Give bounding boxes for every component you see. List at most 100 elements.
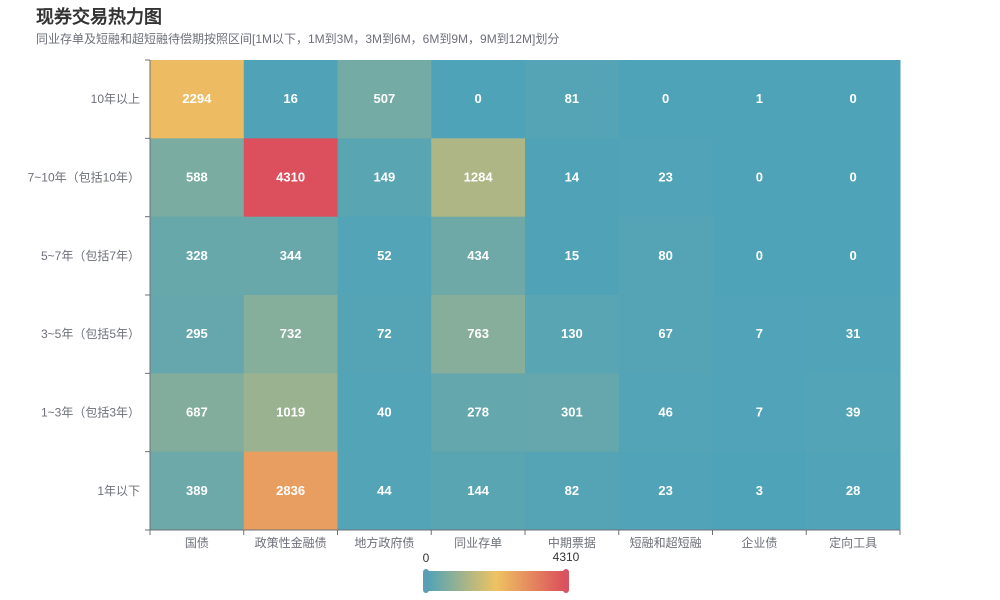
- heatmap-cell-label: 46: [658, 405, 672, 420]
- heatmap-cell-label: 0: [756, 248, 763, 263]
- heatmap-cell-label: 130: [561, 326, 583, 341]
- heatmap-cell[interactable]: [806, 216, 901, 296]
- heatmap-cell[interactable]: [525, 451, 620, 531]
- heatmap-cell[interactable]: [618, 60, 713, 139]
- visual-map-min-handle[interactable]: [423, 569, 429, 593]
- heatmap-cell-label: 344: [280, 248, 302, 263]
- heatmap-cell[interactable]: [806, 451, 901, 531]
- heatmap-cell-label: 0: [850, 91, 857, 106]
- heatmap-cell[interactable]: [431, 373, 526, 453]
- visual-map-gradient-bar: [427, 571, 565, 591]
- heatmap-cell[interactable]: [618, 451, 713, 531]
- heatmap-cell[interactable]: [337, 295, 432, 374]
- heatmap-cell[interactable]: [618, 295, 713, 374]
- heatmap-cell[interactable]: [150, 295, 245, 374]
- x-tick-label: 国债: [185, 536, 209, 550]
- x-tick-label: 同业存单: [454, 536, 502, 550]
- heatmap-cell[interactable]: [712, 216, 807, 296]
- heatmap-cell-label: 732: [280, 326, 302, 341]
- heatmap-cell-label: 588: [186, 170, 208, 185]
- visual-map-min-label: 0: [423, 551, 430, 565]
- x-tick-label: 企业债: [741, 535, 777, 550]
- y-tick-label: 5~7年（包括7年）: [41, 248, 140, 263]
- heatmap-cell[interactable]: [337, 138, 432, 218]
- heatmap-cell-label: 7: [756, 405, 763, 420]
- heatmap-cell-label: 763: [467, 326, 489, 341]
- heatmap-cell[interactable]: [431, 451, 526, 531]
- x-tick-label: 地方政府债: [354, 535, 414, 550]
- x-tick-label: 中期票据: [548, 535, 596, 550]
- heatmap-cell-label: 278: [467, 405, 489, 420]
- heatmap-cell-label: 1: [756, 91, 763, 106]
- y-tick-label: 10年以上: [91, 92, 140, 106]
- heatmap-cell-label: 44: [377, 483, 392, 498]
- x-tick-label: 政策性金融债: [255, 535, 327, 550]
- heatmap-cell[interactable]: [243, 216, 338, 296]
- heatmap-cell[interactable]: [712, 373, 807, 453]
- heatmap-cell-label: 31: [846, 326, 860, 341]
- visual-map-max-label: 4310: [553, 550, 580, 564]
- heatmap-cell-label: 28: [846, 483, 860, 498]
- heatmap-cell[interactable]: [431, 295, 526, 374]
- heatmap-cell[interactable]: [618, 138, 713, 218]
- heatmap-cell[interactable]: [525, 138, 620, 218]
- heatmap-cell-label: 2294: [182, 91, 212, 106]
- heatmap-cell-label: 23: [658, 483, 672, 498]
- heatmap-cell[interactable]: [618, 373, 713, 453]
- heatmap-cell[interactable]: [618, 216, 713, 296]
- heatmap-cell[interactable]: [525, 373, 620, 453]
- heatmap-cell[interactable]: [150, 451, 245, 531]
- visual-map: 0 4310: [423, 550, 580, 593]
- heatmap-cell-label: 328: [186, 248, 208, 263]
- heatmap-cell[interactable]: [806, 138, 901, 218]
- heatmap-cell[interactable]: [712, 451, 807, 531]
- x-tick-label: 短融和超短融: [630, 535, 702, 550]
- x-tick-label: 定向工具: [829, 535, 877, 550]
- heatmap-cell[interactable]: [431, 138, 526, 218]
- heatmap-cell-label: 0: [475, 91, 482, 106]
- heatmap-cell[interactable]: [712, 295, 807, 374]
- heatmap-cell-label: 295: [186, 326, 208, 341]
- heatmap-cell-label: 39: [846, 405, 860, 420]
- heatmap-cell[interactable]: [150, 138, 245, 218]
- heatmap-cell-label: 15: [565, 248, 579, 263]
- heatmap-cell-label: 507: [374, 91, 396, 106]
- heatmap-cell[interactable]: [337, 373, 432, 453]
- heatmap-cell-label: 16: [283, 91, 297, 106]
- heatmap-cell[interactable]: [243, 138, 338, 218]
- heatmap-cell-label: 23: [658, 170, 672, 185]
- heatmap-cell[interactable]: [150, 373, 245, 453]
- heatmap-cell[interactable]: [806, 373, 901, 453]
- heatmap-cell[interactable]: [806, 295, 901, 374]
- heatmap-cell-label: 0: [850, 248, 857, 263]
- heatmap-cell[interactable]: [431, 216, 526, 296]
- heatmap-cell[interactable]: [525, 295, 620, 374]
- heatmap-cell-label: 52: [377, 248, 391, 263]
- heatmap-cell[interactable]: [525, 60, 620, 139]
- heatmap-cell[interactable]: [431, 60, 526, 139]
- heatmap-cell[interactable]: [243, 451, 338, 531]
- heatmap-cell-label: 0: [756, 170, 763, 185]
- heatmap-cell[interactable]: [337, 216, 432, 296]
- heatmap-cell-label: 81: [565, 91, 579, 106]
- heatmap-cell-label: 80: [658, 248, 672, 263]
- heatmap-cell[interactable]: [150, 216, 245, 296]
- heatmap-cell[interactable]: [150, 60, 245, 139]
- heatmap-cell-label: 4310: [276, 170, 305, 185]
- heatmap-cell-label: 301: [561, 405, 583, 420]
- y-tick-label: 7~10年（包括10年）: [28, 170, 140, 185]
- heatmap-cell[interactable]: [337, 451, 432, 531]
- heatmap-cell[interactable]: [712, 60, 807, 139]
- heatmap-cell[interactable]: [243, 295, 338, 374]
- heatmap-cell[interactable]: [806, 60, 901, 139]
- heatmap-cell[interactable]: [243, 60, 338, 139]
- y-tick-label: 1~3年（包括3年）: [41, 405, 140, 420]
- heatmap-cell-label: 40: [377, 405, 391, 420]
- heatmap-cell-label: 2836: [276, 483, 305, 498]
- heatmap-cell[interactable]: [337, 60, 432, 139]
- heatmap-cell[interactable]: [525, 216, 620, 296]
- heatmap-cell[interactable]: [712, 138, 807, 218]
- heatmap-cell[interactable]: [243, 373, 338, 453]
- visual-map-max-handle[interactable]: [563, 569, 569, 593]
